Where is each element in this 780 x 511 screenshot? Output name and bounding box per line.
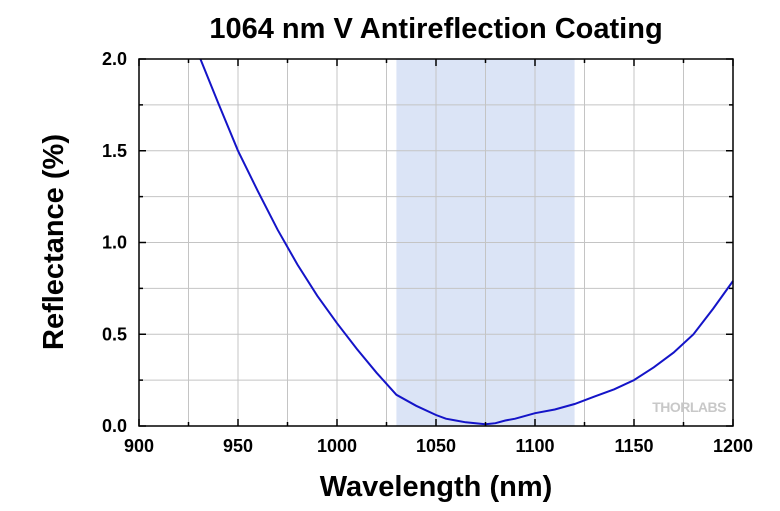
plot-area bbox=[138, 58, 734, 427]
x-tick-labels: 900 950 1000 1050 1100 1150 1200 bbox=[124, 436, 753, 456]
y-tick-label: 1.0 bbox=[102, 233, 127, 253]
x-tick-label: 1200 bbox=[713, 436, 753, 456]
x-tick-label: 900 bbox=[124, 436, 154, 456]
y-tick-label: 0.0 bbox=[102, 416, 127, 436]
ticks bbox=[138, 58, 734, 427]
x-axis-label: Wavelength (nm) bbox=[320, 471, 553, 503]
y-tick-labels: 0.0 0.5 1.0 1.5 2.0 bbox=[102, 49, 127, 436]
y-tick-label: 1.5 bbox=[102, 141, 127, 161]
chart-title: 1064 nm V Antireflection Coating bbox=[209, 13, 662, 45]
x-tick-label: 1000 bbox=[317, 436, 357, 456]
y-tick-label: 2.0 bbox=[102, 49, 127, 69]
x-tick-label: 1150 bbox=[614, 436, 653, 456]
x-tick-label: 1100 bbox=[515, 436, 554, 456]
reflectance-line bbox=[199, 58, 734, 426]
x-tick-label: 950 bbox=[223, 436, 253, 456]
x-tick-label: 1050 bbox=[416, 436, 456, 456]
y-tick-label: 0.5 bbox=[102, 324, 127, 344]
y-axis-label: Reflectance (%) bbox=[38, 134, 70, 350]
thorlabs-watermark: THORLABS bbox=[652, 399, 726, 415]
grid bbox=[139, 59, 733, 426]
